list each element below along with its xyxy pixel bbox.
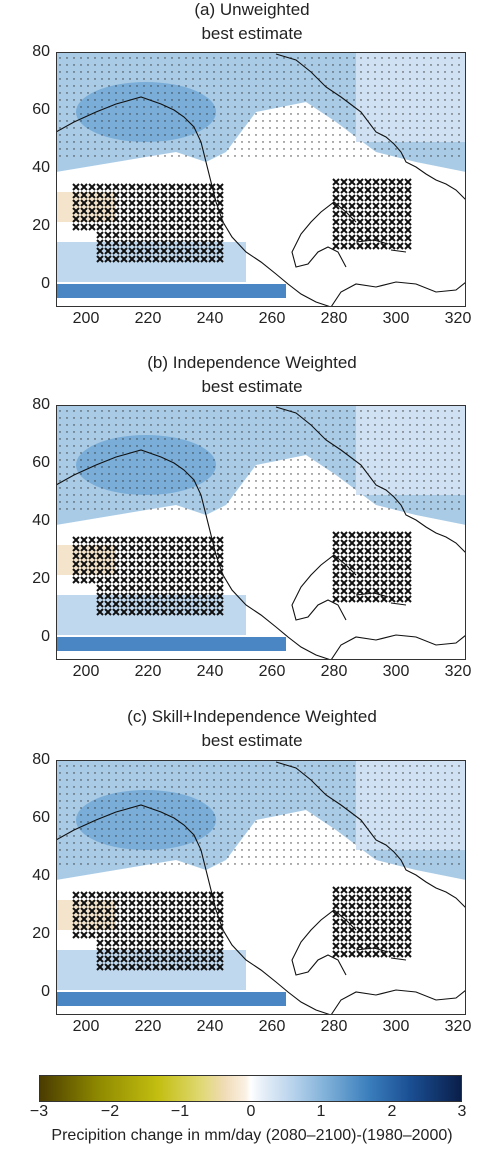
colorbar-tick: −1 — [170, 1103, 190, 1120]
stipple-dots — [59, 410, 460, 510]
y-tick-label: 40 — [32, 512, 50, 529]
x-tick-label: 220 — [134, 310, 162, 327]
y-tick-label: 40 — [32, 867, 50, 884]
coastline — [56, 406, 466, 660]
colorbar — [39, 1075, 462, 1102]
colorbar-tick: 0 — [246, 1103, 256, 1120]
x-tick-label: 200 — [72, 663, 100, 680]
x-tick-label: 240 — [196, 663, 224, 680]
colorbar-tick: 3 — [457, 1103, 467, 1120]
y-tick-label: 60 — [32, 454, 50, 471]
panel-a-title-line1: (a) Unweighted — [194, 0, 310, 19]
colorbar-tick: 2 — [387, 1103, 397, 1120]
y-tick-label: 60 — [32, 101, 50, 118]
x-tick-label: 200 — [72, 310, 100, 327]
y-tick-label: 80 — [32, 43, 50, 60]
cross-markers — [72, 886, 412, 971]
y-tick-label: 0 — [41, 983, 50, 1000]
panel-c-title-line2: best estimate — [201, 731, 303, 750]
x-tick-label: 280 — [320, 663, 348, 680]
colorbar-tick: −3 — [29, 1103, 49, 1120]
x-tick-label: 300 — [382, 310, 410, 327]
coastline — [56, 53, 466, 307]
x-tick-label: 320 — [444, 1018, 472, 1035]
map-panel-b — [56, 405, 466, 660]
x-tick-label: 200 — [72, 1018, 100, 1035]
colorbar-tick: 1 — [316, 1103, 326, 1120]
x-tick-label: 260 — [258, 663, 286, 680]
x-tick-label: 260 — [258, 310, 286, 327]
x-tick-label: 320 — [444, 310, 472, 327]
x-tick-label: 300 — [382, 1018, 410, 1035]
x-tick-label: 280 — [320, 1018, 348, 1035]
x-tick-label: 240 — [196, 1018, 224, 1035]
y-tick-label: 0 — [41, 275, 50, 292]
x-tick-label: 320 — [444, 663, 472, 680]
panel-a-title-line2: best estimate — [201, 24, 303, 43]
cross-markers — [72, 178, 412, 263]
y-tick-label: 20 — [32, 925, 50, 942]
y-tick-label: 0 — [41, 628, 50, 645]
x-tick-label: 280 — [320, 310, 348, 327]
y-tick-label: 80 — [32, 396, 50, 413]
stipple-dots — [59, 765, 460, 865]
x-tick-label: 220 — [134, 1018, 162, 1035]
cross-markers — [72, 531, 412, 616]
x-tick-label: 240 — [196, 310, 224, 327]
colorbar-label: Precipition change in mm/day (2080–2100)… — [51, 1127, 453, 1144]
y-tick-label: 20 — [32, 570, 50, 587]
map-panel-c — [56, 760, 466, 1015]
x-tick-label: 300 — [382, 663, 410, 680]
panel-c-title-line1: (c) Skill+Independence Weighted — [127, 707, 377, 726]
y-tick-label: 60 — [32, 809, 50, 826]
y-tick-label: 20 — [32, 217, 50, 234]
colorbar-tick: −2 — [100, 1103, 120, 1120]
y-tick-label: 80 — [32, 751, 50, 768]
x-tick-label: 260 — [258, 1018, 286, 1035]
coastline — [56, 761, 466, 1015]
x-tick-label: 220 — [134, 663, 162, 680]
y-tick-label: 40 — [32, 159, 50, 176]
panel-b-title-line2: best estimate — [201, 377, 303, 396]
stipple-dots — [59, 57, 460, 157]
panel-b-title-line1: (b) Independence Weighted — [147, 353, 357, 372]
map-panel-a — [56, 52, 466, 307]
